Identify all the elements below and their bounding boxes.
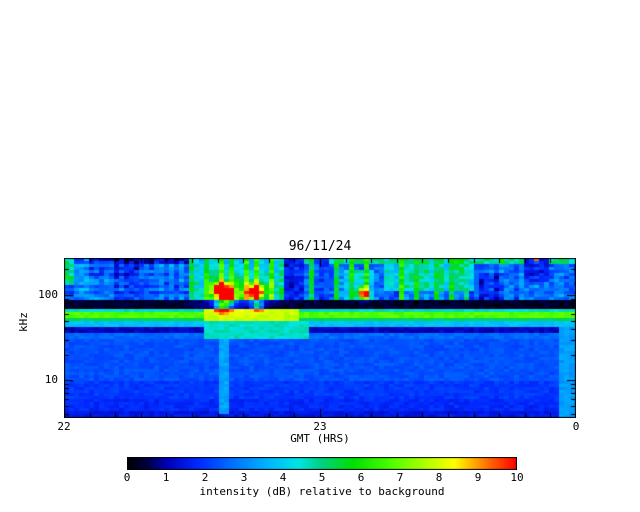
spectrogram-plot — [64, 258, 576, 418]
x-tick-label-0: 0 — [572, 420, 580, 433]
colorbar-tick-10: 10 — [510, 471, 524, 484]
colorbar-tick-9: 9 — [474, 471, 482, 484]
y-tick-label-100: 100 — [38, 288, 58, 301]
colorbar-tick-8: 8 — [435, 471, 443, 484]
colorbar-tick-6: 6 — [357, 471, 365, 484]
colorbar-tick-0: 0 — [123, 471, 131, 484]
y-axis-label: kHz — [17, 312, 30, 332]
colorbar — [127, 457, 517, 470]
x-axis-label: GMT (HRS) — [290, 432, 350, 445]
x-tick-label-23: 23 — [313, 420, 327, 433]
y-tick-label-10: 10 — [44, 373, 58, 386]
x-tick-label-22: 22 — [57, 420, 71, 433]
colorbar-label: intensity (dB) relative to background — [199, 485, 445, 498]
colorbar-tick-1: 1 — [162, 471, 170, 484]
colorbar-tick-5: 5 — [318, 471, 326, 484]
colorbar-tick-2: 2 — [201, 471, 209, 484]
colorbar-tick-4: 4 — [279, 471, 287, 484]
chart-title: 96/11/24 — [288, 239, 352, 254]
colorbar-tick-3: 3 — [240, 471, 248, 484]
colorbar-tick-7: 7 — [396, 471, 404, 484]
